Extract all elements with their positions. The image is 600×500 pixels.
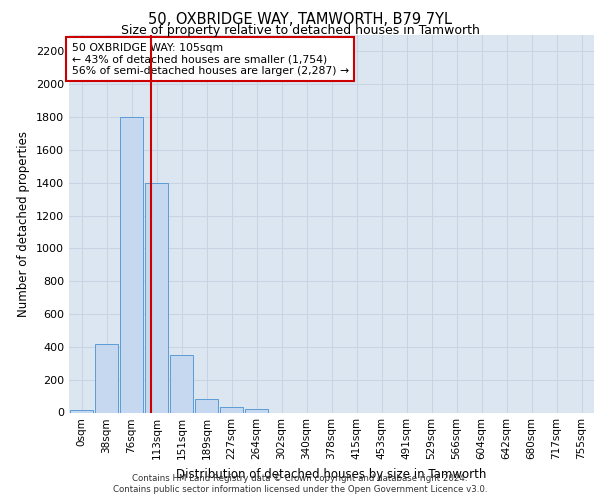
X-axis label: Distribution of detached houses by size in Tamworth: Distribution of detached houses by size … [176,468,487,481]
Text: 50, OXBRIDGE WAY, TAMWORTH, B79 7YL: 50, OXBRIDGE WAY, TAMWORTH, B79 7YL [148,12,452,28]
Bar [220,407,243,412]
Bar [195,400,218,412]
Text: Size of property relative to detached houses in Tamworth: Size of property relative to detached ho… [121,24,479,37]
Bar [70,410,93,412]
Y-axis label: Number of detached properties: Number of detached properties [17,130,31,317]
Text: Contains HM Land Registry data © Crown copyright and database right 2024.
Contai: Contains HM Land Registry data © Crown c… [113,474,487,494]
Text: 50 OXBRIDGE WAY: 105sqm
← 43% of detached houses are smaller (1,754)
56% of semi: 50 OXBRIDGE WAY: 105sqm ← 43% of detache… [71,42,349,76]
Bar [120,117,143,412]
Bar [145,182,168,412]
Bar [95,344,118,412]
Bar [245,409,268,412]
Bar [170,355,193,412]
